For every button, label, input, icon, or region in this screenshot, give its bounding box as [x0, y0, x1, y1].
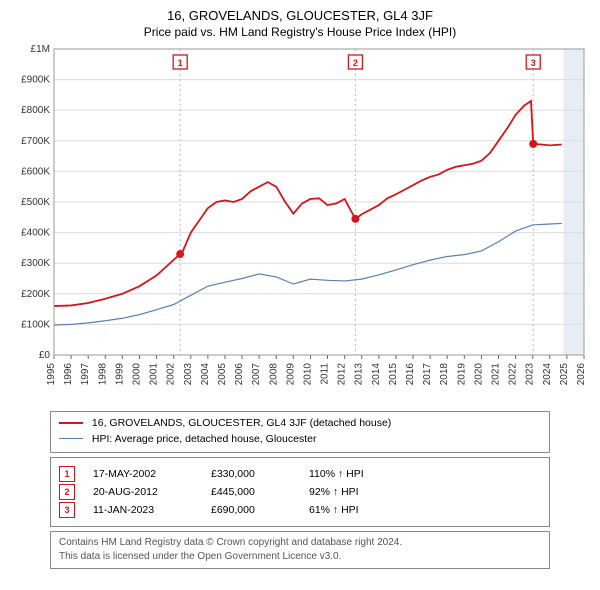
svg-text:2026: 2026	[576, 363, 587, 386]
svg-text:1996: 1996	[63, 363, 74, 386]
svg-text:£200K: £200K	[21, 289, 50, 300]
svg-text:2010: 2010	[302, 363, 313, 386]
svg-text:2004: 2004	[200, 363, 211, 386]
svg-text:2023: 2023	[525, 363, 536, 386]
sale-row: 1 17-MAY-2002 £330,000 110% ↑ HPI	[59, 466, 541, 482]
sale-badge: 2	[59, 484, 75, 500]
svg-text:2015: 2015	[388, 363, 399, 386]
svg-text:£300K: £300K	[21, 258, 50, 269]
sale-ratio: 61% ↑ HPI	[309, 504, 359, 516]
svg-text:2007: 2007	[251, 363, 262, 386]
attribution: Contains HM Land Registry data © Crown c…	[50, 531, 550, 569]
legend-swatch-2	[59, 438, 83, 439]
sale-ratio: 92% ↑ HPI	[309, 486, 359, 498]
page-subtitle: Price paid vs. HM Land Registry's House …	[10, 25, 590, 39]
legend-swatch-1	[59, 422, 83, 424]
sale-ratio: 110% ↑ HPI	[309, 468, 364, 480]
svg-text:£0: £0	[39, 350, 51, 361]
svg-text:£400K: £400K	[21, 228, 50, 239]
svg-text:2: 2	[353, 58, 358, 68]
legend-label-2: HPI: Average price, detached house, Glou…	[92, 433, 317, 445]
svg-text:2009: 2009	[285, 363, 296, 386]
page-title: 16, GROVELANDS, GLOUCESTER, GL4 3JF	[10, 8, 590, 23]
svg-text:£1M: £1M	[31, 45, 50, 55]
svg-text:1999: 1999	[114, 363, 125, 386]
svg-text:1: 1	[178, 58, 183, 68]
svg-text:£800K: £800K	[21, 105, 50, 116]
sale-date: 11-JAN-2023	[93, 504, 193, 516]
svg-text:2000: 2000	[131, 363, 142, 386]
svg-text:1998: 1998	[97, 363, 108, 386]
sale-row: 2 20-AUG-2012 £445,000 92% ↑ HPI	[59, 484, 541, 500]
sales-table: 1 17-MAY-2002 £330,000 110% ↑ HPI 2 20-AUG-20…	[50, 457, 550, 527]
sale-date: 17-MAY-2002	[93, 468, 193, 480]
svg-text:2001: 2001	[149, 363, 160, 386]
svg-text:2025: 2025	[559, 363, 570, 386]
price-chart: £0 £100K £200K £300K £400K £500K £600K £700K £80…	[10, 45, 590, 405]
svg-text:2012: 2012	[337, 363, 348, 386]
sale-row: 3 11-JAN-2023 £690,000 61% ↑ HPI	[59, 502, 541, 518]
svg-text:£600K: £600K	[21, 166, 50, 177]
legend-label-1: 16, GROVELANDS, GLOUCESTER, GL4 3JF (det…	[92, 417, 391, 429]
attribution-line-1: Contains HM Land Registry data © Crown c…	[59, 536, 541, 550]
svg-text:3: 3	[531, 58, 536, 68]
svg-text:2011: 2011	[320, 363, 331, 385]
svg-text:2003: 2003	[183, 363, 194, 386]
sale-badge: 1	[59, 466, 75, 482]
svg-text:2006: 2006	[234, 363, 245, 386]
attribution-line-2: This data is licensed under the Open Gov…	[59, 550, 541, 564]
legend-item-1: 16, GROVELANDS, GLOUCESTER, GL4 3JF (det…	[59, 416, 541, 432]
svg-text:1995: 1995	[46, 363, 57, 386]
sale-price: £445,000	[211, 486, 291, 498]
svg-text:2008: 2008	[268, 363, 279, 386]
sale-date: 20-AUG-2012	[93, 486, 193, 498]
legend: 16, GROVELANDS, GLOUCESTER, GL4 3JF (det…	[50, 411, 550, 453]
sale-price: £690,000	[211, 504, 291, 516]
svg-text:2018: 2018	[439, 363, 450, 386]
svg-text:2017: 2017	[422, 363, 433, 386]
svg-text:2002: 2002	[166, 363, 177, 386]
svg-text:2020: 2020	[473, 363, 484, 386]
svg-text:2021: 2021	[491, 363, 502, 386]
sale-price: £330,000	[211, 468, 291, 480]
svg-text:2005: 2005	[217, 363, 228, 386]
svg-text:2013: 2013	[354, 363, 365, 386]
svg-text:£900K: £900K	[21, 75, 50, 86]
sale-badge: 3	[59, 502, 75, 518]
svg-text:1997: 1997	[80, 363, 91, 386]
legend-item-2: HPI: Average price, detached house, Glou…	[59, 432, 541, 448]
svg-text:£100K: £100K	[21, 319, 50, 330]
svg-text:2022: 2022	[508, 363, 519, 386]
svg-text:2014: 2014	[371, 363, 382, 386]
svg-text:£700K: £700K	[21, 136, 50, 147]
svg-text:2016: 2016	[405, 363, 416, 386]
svg-text:2024: 2024	[542, 363, 553, 386]
svg-text:2019: 2019	[456, 363, 467, 386]
svg-text:£500K: £500K	[21, 197, 50, 208]
chart-svg: £0 £100K £200K £300K £400K £500K £600K £700K £80…	[10, 45, 590, 405]
